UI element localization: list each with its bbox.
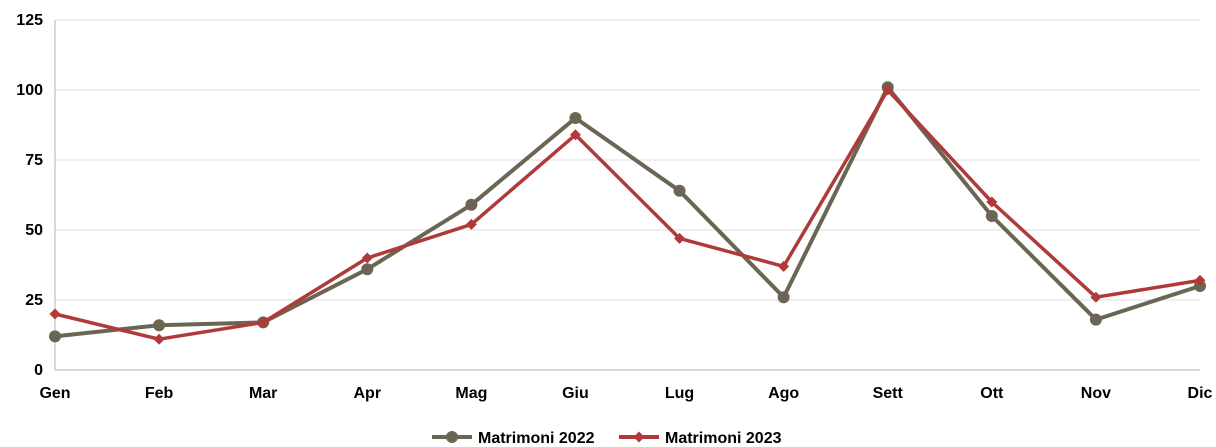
series-2 <box>49 84 1206 345</box>
x-tick-label: Lug <box>665 385 694 402</box>
data-point <box>1194 280 1206 292</box>
data-point <box>49 308 61 320</box>
axes <box>54 20 1200 371</box>
legend-marker <box>446 431 458 443</box>
data-point <box>778 260 790 272</box>
legend-label: Matrimoni 2022 <box>478 430 595 447</box>
data-point <box>361 263 374 276</box>
y-tick-label: 0 <box>34 362 43 379</box>
data-point <box>153 333 165 345</box>
series-1 <box>49 81 1206 343</box>
legend-item-2: Matrimoni 2023 <box>619 430 782 447</box>
x-tick-label: Mag <box>455 385 487 402</box>
data-point <box>1090 291 1102 303</box>
x-tick-label: Giu <box>562 385 589 402</box>
data-point <box>465 218 477 230</box>
x-tick-label: Ott <box>980 385 1004 402</box>
x-tick-label: Dic <box>1188 385 1213 402</box>
data-point <box>569 129 581 141</box>
data-point <box>49 330 61 343</box>
y-tick-label: 25 <box>25 292 43 309</box>
data-point <box>1194 274 1206 286</box>
y-tick-label: 100 <box>16 82 43 99</box>
data-point <box>465 198 478 211</box>
data-point <box>153 319 166 332</box>
y-tick-label: 125 <box>16 12 43 29</box>
y-tick-label: 75 <box>25 152 43 169</box>
data-point <box>986 196 998 208</box>
legend-marker <box>633 431 645 443</box>
y-tick-labels: 0 25 50 75 100 125 <box>16 12 43 379</box>
x-tick-label: Ago <box>768 385 799 402</box>
series-line <box>54 85 1201 339</box>
series-group <box>49 81 1206 345</box>
data-point <box>1089 313 1102 326</box>
series-line <box>54 88 1201 341</box>
data-point <box>673 184 686 197</box>
data-point <box>257 316 269 328</box>
data-point <box>882 84 894 96</box>
x-tick-label: Apr <box>353 385 381 402</box>
x-tick-labels: Gen Feb Mar Apr Mag Giu Lug Ago Sett Ott Nov Dic <box>39 385 1212 402</box>
legend-label: Matrimoni 2023 <box>665 430 782 447</box>
data-point <box>361 252 373 264</box>
x-tick-label: Sett <box>873 385 904 402</box>
legend: Matrimoni 2022 Matrimoni 2023 <box>432 430 782 447</box>
grid-lines <box>55 19 1200 301</box>
x-tick-label: Nov <box>1081 385 1111 402</box>
x-tick-label: Mar <box>249 385 277 402</box>
data-point <box>985 210 998 222</box>
data-point <box>777 291 790 304</box>
x-tick-label: Feb <box>145 385 174 402</box>
data-point <box>674 232 686 244</box>
data-point <box>569 112 582 124</box>
legend-item-1: Matrimoni 2022 <box>432 430 595 447</box>
y-tick-label: 50 <box>25 222 43 239</box>
x-tick-label: Gen <box>39 385 70 402</box>
